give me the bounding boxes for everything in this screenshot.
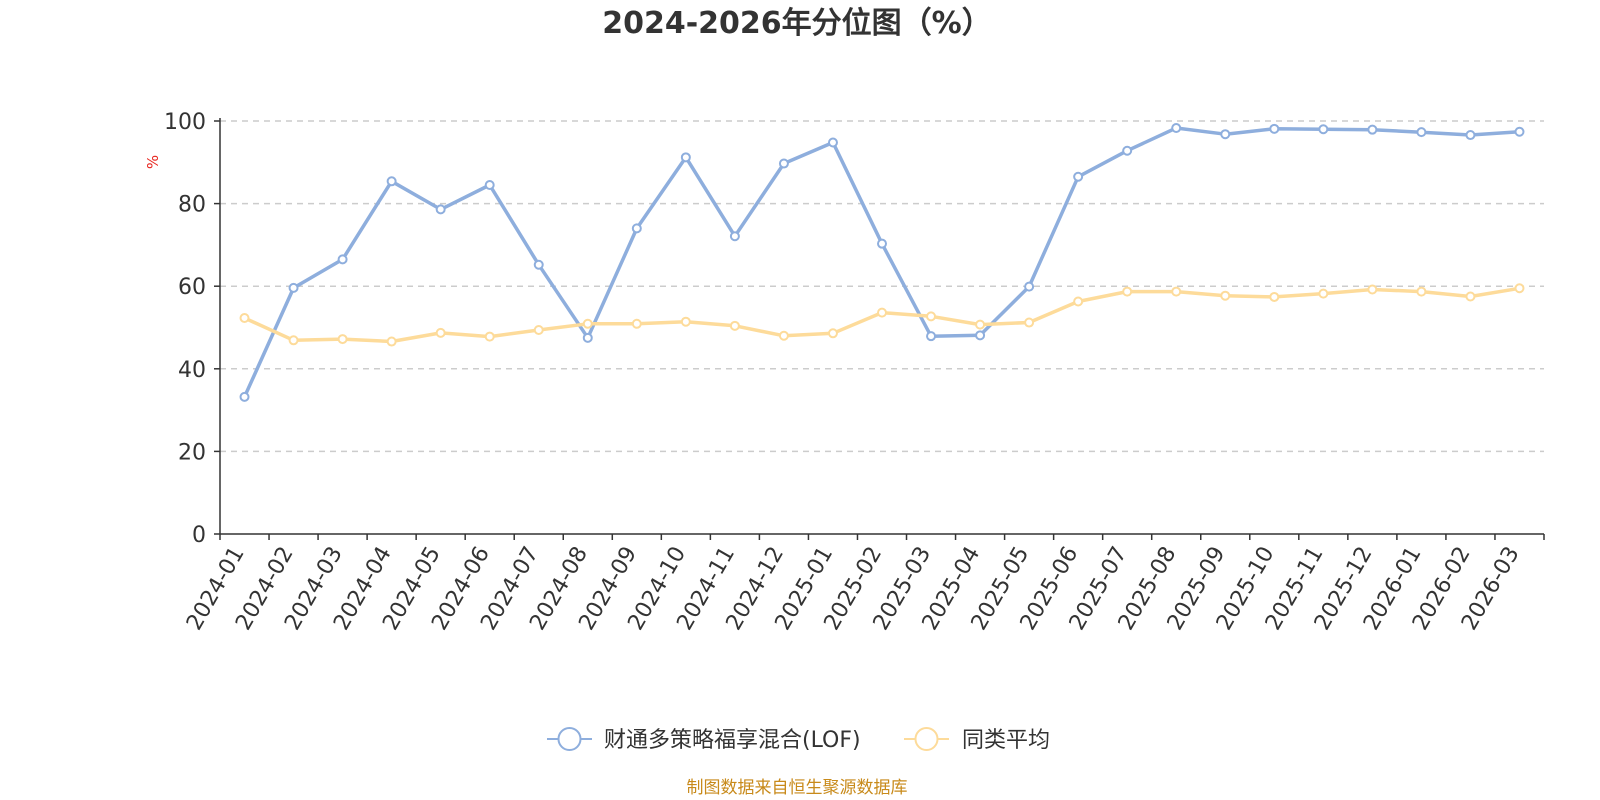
y-tick-label: 60	[178, 275, 206, 300]
y-tick-label: 80	[178, 193, 206, 218]
data-point[interactable]	[1122, 145, 1133, 156]
data-point[interactable]	[484, 180, 495, 191]
data-point[interactable]	[631, 318, 642, 329]
data-point[interactable]	[582, 332, 593, 343]
y-tick-labels: 0 20 40 60 80 100	[164, 110, 206, 548]
legend-label-fund: 财通多策略福享混合(LOF)	[604, 728, 861, 753]
data-point[interactable]	[1073, 296, 1084, 307]
data-point[interactable]	[239, 313, 250, 324]
y-axis-unit: %	[144, 155, 162, 169]
chart-title: 2024-2026年分位图（%）	[602, 6, 992, 41]
data-point[interactable]	[337, 254, 348, 265]
data-point[interactable]	[778, 158, 789, 169]
data-point[interactable]	[1318, 124, 1329, 135]
data-point[interactable]	[778, 330, 789, 341]
data-point[interactable]	[631, 223, 642, 234]
data-point[interactable]	[680, 152, 691, 163]
data-point[interactable]	[877, 307, 887, 318]
data-point[interactable]	[1269, 291, 1280, 302]
axes	[214, 118, 1545, 540]
data-point[interactable]	[435, 204, 446, 215]
data-point[interactable]	[926, 331, 937, 342]
legend: 财通多策略福享混合(LOF) 同类平均	[547, 727, 1050, 753]
data-point[interactable]	[1171, 286, 1182, 297]
data-point[interactable]	[729, 320, 740, 331]
data-point[interactable]	[1171, 123, 1182, 134]
data-point[interactable]	[484, 331, 495, 342]
data-point[interactable]	[582, 318, 593, 329]
legend-label-average: 同类平均	[962, 728, 1050, 753]
data-point[interactable]	[288, 335, 299, 346]
grid-lines	[220, 120, 1544, 453]
data-point[interactable]	[827, 137, 838, 148]
data-point[interactable]	[877, 238, 887, 249]
data-source-note: 制图数据来自恒生聚源数据库	[687, 778, 908, 798]
data-point[interactable]	[435, 327, 446, 338]
series-line-0	[242, 126, 1520, 398]
data-point[interactable]	[386, 176, 397, 187]
data-point[interactable]	[1024, 317, 1035, 328]
legend-marker-average	[914, 727, 939, 751]
data-point[interactable]	[729, 231, 740, 242]
data-point[interactable]	[1416, 286, 1427, 297]
data-point[interactable]	[680, 316, 691, 327]
series-lines	[239, 123, 1525, 402]
data-point[interactable]	[1024, 281, 1035, 292]
data-point[interactable]	[975, 319, 986, 330]
data-point[interactable]	[288, 282, 299, 293]
data-point[interactable]	[239, 391, 250, 402]
data-point[interactable]	[1367, 124, 1378, 135]
data-point[interactable]	[1122, 286, 1133, 297]
data-point[interactable]	[533, 259, 544, 270]
y-tick-label: 20	[178, 440, 206, 465]
series-0	[239, 123, 1525, 402]
data-point[interactable]	[1514, 283, 1525, 294]
data-point[interactable]	[386, 336, 397, 347]
y-tick-label: 100	[164, 110, 206, 135]
data-point[interactable]	[926, 311, 937, 322]
data-point[interactable]	[1318, 288, 1329, 299]
y-tick-label: 0	[192, 523, 206, 548]
data-point[interactable]	[827, 328, 838, 339]
data-point[interactable]	[1367, 284, 1378, 295]
data-point[interactable]	[337, 334, 348, 345]
y-tick-label: 40	[178, 358, 206, 383]
legend-item-fund[interactable]: 财通多策略福享混合(LOF)	[547, 727, 861, 753]
data-point[interactable]	[533, 324, 544, 335]
data-point[interactable]	[1073, 171, 1084, 182]
data-point[interactable]	[1220, 290, 1231, 301]
data-point[interactable]	[1269, 123, 1280, 134]
series-1	[239, 283, 1525, 347]
x-tick-labels: 2024-012024-022024-032024-042024-052024-…	[182, 543, 1525, 635]
data-point[interactable]	[1514, 126, 1525, 137]
data-point[interactable]	[1416, 127, 1427, 138]
data-point[interactable]	[1465, 291, 1476, 302]
data-point[interactable]	[1465, 130, 1476, 141]
data-point[interactable]	[1220, 129, 1231, 140]
legend-item-average[interactable]: 同类平均	[904, 727, 1050, 753]
legend-marker-fund	[557, 727, 582, 751]
data-point[interactable]	[975, 330, 986, 341]
